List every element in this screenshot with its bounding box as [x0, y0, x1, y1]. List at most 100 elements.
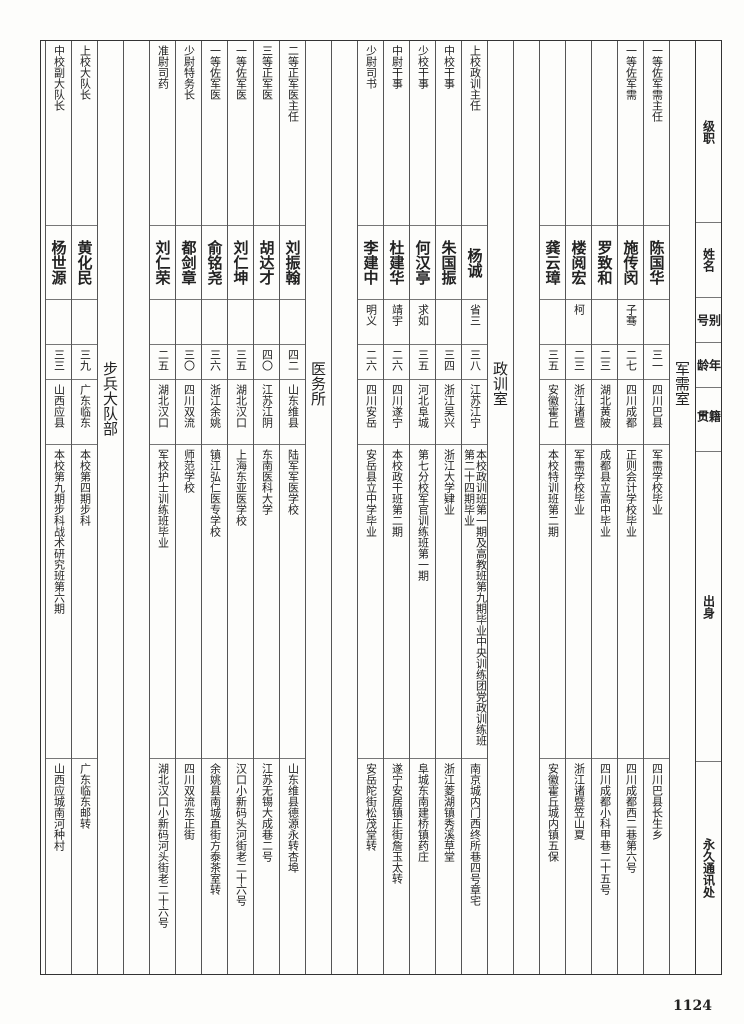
row-column: 上校政训主任 杨诚 省三 三八 江苏江宁 本校政训班第一期及高教班第九期毕业中央训练团党政…: [461, 41, 487, 974]
age-cell: 二六: [384, 345, 409, 381]
rank-cell: 一等佐军需: [618, 41, 643, 226]
row-column: 一等佐军需主任 陈国华 三一 四川巴县 军需学校毕业 四川巴县长生乡: [643, 41, 669, 974]
address-cell: 四川巴县长生乡: [650, 763, 664, 841]
row-column: 少尉司书 李建中 明义 二六 四川安岳 安岳县立中学毕业 安岳陀街松茂堂转: [357, 41, 383, 974]
rank-cell: 少尉司书: [358, 41, 383, 226]
background-cell: 上海东亚医学校: [228, 445, 253, 760]
alias-cell: [72, 300, 97, 346]
name-cell: 朱国振: [436, 226, 461, 301]
section-column: 政训室: [487, 41, 513, 974]
name-cell: 俞铭尧: [202, 226, 227, 301]
alias-cell: [176, 300, 201, 346]
section-label: 医务所: [309, 361, 327, 406]
age-cell: 二七: [618, 345, 643, 381]
background-cell: 本校特训班第二期: [540, 445, 565, 760]
rank-cell: 一等佐军医: [202, 41, 227, 226]
alias-cell: [228, 300, 253, 346]
blank-column: [123, 41, 149, 974]
background-cell: 陆军军医学校: [280, 445, 305, 760]
name-cell: 李建中: [358, 226, 383, 301]
alias-cell: [436, 300, 461, 346]
age-cell: 三五: [540, 345, 565, 381]
name-cell: 罗致和: [592, 226, 617, 301]
address-cell: 山东维县德源永转杏埠: [286, 763, 300, 874]
age-cell: 三四: [436, 345, 461, 381]
alias-cell: 靖宇: [384, 300, 409, 346]
alias-cell: [644, 300, 669, 346]
alias-cell: [280, 300, 305, 346]
background-cell: 本校政干班第二期: [384, 445, 409, 760]
alias-cell: 柯: [566, 300, 591, 346]
address-cell: 安徽霍丘城内镇五保: [546, 763, 560, 863]
rank-cell: 准尉司药: [150, 41, 175, 226]
row-column: 少尉特务长 都剑章 三〇 四川双流 师范学校 四川双流东正街: [175, 41, 201, 974]
background-cell: 镇江弘仁医专学校: [202, 445, 227, 760]
section-column: 医务所: [305, 41, 331, 974]
page-number: 1124: [673, 998, 712, 1014]
alias-cell: [592, 300, 617, 346]
rank-cell: [566, 41, 591, 226]
background-cell: 军校护士训练班毕业: [150, 445, 175, 760]
background-cell: 成都县立高中毕业: [592, 445, 617, 760]
background-cell: 东南医科大学: [254, 445, 279, 760]
alias-cell: [46, 300, 71, 346]
address-cell: 四川成都西二巷第六号: [624, 763, 638, 874]
row-column: 少校干事 何汉亭 求如 三五 河北阜城 第七分校军官训练班第一期 阜城东南建桥镇药庄: [409, 41, 435, 974]
background-cell: 本校第九期步科战术研究班第六期: [46, 445, 71, 760]
name-cell: 刘振翰: [280, 226, 305, 301]
address-cell: 湖北汉口小新码河头街老二十六号: [156, 763, 170, 929]
header-cell: 籍贯: [696, 388, 721, 453]
age-cell: 四二: [280, 345, 305, 381]
native-cell: 浙江诸暨: [566, 380, 591, 446]
age-cell: 二五: [150, 345, 175, 381]
row-column: 中校副大队长 杨世源 三三 山西应县 本校第九期步科战术研究班第六期 山西应城南河种村: [45, 41, 71, 974]
native-cell: 四川巴县: [644, 380, 669, 446]
address-cell: 浙江菱湖镇秀溪草堂: [442, 763, 456, 863]
native-cell: 湖北汉口: [150, 380, 175, 446]
background-cell: 浙江大学肄业: [436, 445, 461, 760]
name-cell: 杨世源: [46, 226, 71, 301]
rank-cell: 上校大队长: [72, 41, 97, 226]
native-cell: 湖北汉口: [228, 380, 253, 446]
rank-cell: 中校副大队长: [46, 41, 71, 226]
age-cell: 二三: [592, 345, 617, 381]
name-cell: 何汉亭: [410, 226, 435, 301]
row-column: 罗致和 二三 湖北黄陂 成都县立高中毕业 四川成都小科甲巷二十五号: [591, 41, 617, 974]
native-cell: 广东临东: [72, 380, 97, 446]
age-cell: 三六: [202, 345, 227, 381]
address-cell: 遂宁安居镇正街詹玉太转: [390, 763, 404, 885]
background-cell: 师范学校: [176, 445, 201, 760]
row-column: 中尉干事 杜建华 靖宇 二六 四川遂宁 本校政干班第二期 遂宁安居镇正街詹玉太转: [383, 41, 409, 974]
native-cell: 浙江余姚: [202, 380, 227, 446]
row-column: 一等佐军需 施传闵 子骞 二七 四川成都 正则会计学校毕业 四川成都西二巷第六号: [617, 41, 643, 974]
background-cell: 军需学校毕业: [566, 445, 591, 760]
section-label: 军需室: [673, 361, 691, 406]
rank-cell: 二等正军医主任: [280, 41, 305, 226]
section-label: 政训室: [491, 361, 509, 406]
name-cell: 楼阅宏: [566, 226, 591, 301]
background-cell: 本校第四期步科: [72, 445, 97, 760]
age-cell: 二三: [566, 345, 591, 381]
address-cell: 广东临东邮转: [78, 763, 92, 830]
section-column: 军需室: [669, 41, 695, 974]
alias-cell: 明义: [358, 300, 383, 346]
alias-cell: [150, 300, 175, 346]
header-cell: 年龄: [696, 343, 721, 388]
header-cell: 别号: [696, 298, 721, 343]
header-cell: 永久通讯处: [701, 838, 716, 899]
name-cell: 刘仁荣: [150, 226, 175, 301]
rank-cell: [540, 41, 565, 226]
name-cell: 龚云璋: [540, 226, 565, 301]
section-column: 步兵大队部: [97, 41, 123, 974]
name-cell: 刘仁坤: [228, 226, 253, 301]
address-cell: 南京城内门西终所巷四号章宅: [468, 763, 482, 907]
rank-cell: 少校干事: [410, 41, 435, 226]
address-cell: 汉口小新码头河街老二十六号: [234, 763, 248, 907]
native-cell: 山东维县: [280, 380, 305, 446]
alias-cell: [202, 300, 227, 346]
native-cell: 江苏江宁: [462, 380, 487, 446]
age-cell: 三九: [72, 345, 97, 381]
rank-cell: 上校政训主任: [462, 41, 487, 226]
age-cell: 三三: [46, 345, 71, 381]
blank-column: [513, 41, 539, 974]
